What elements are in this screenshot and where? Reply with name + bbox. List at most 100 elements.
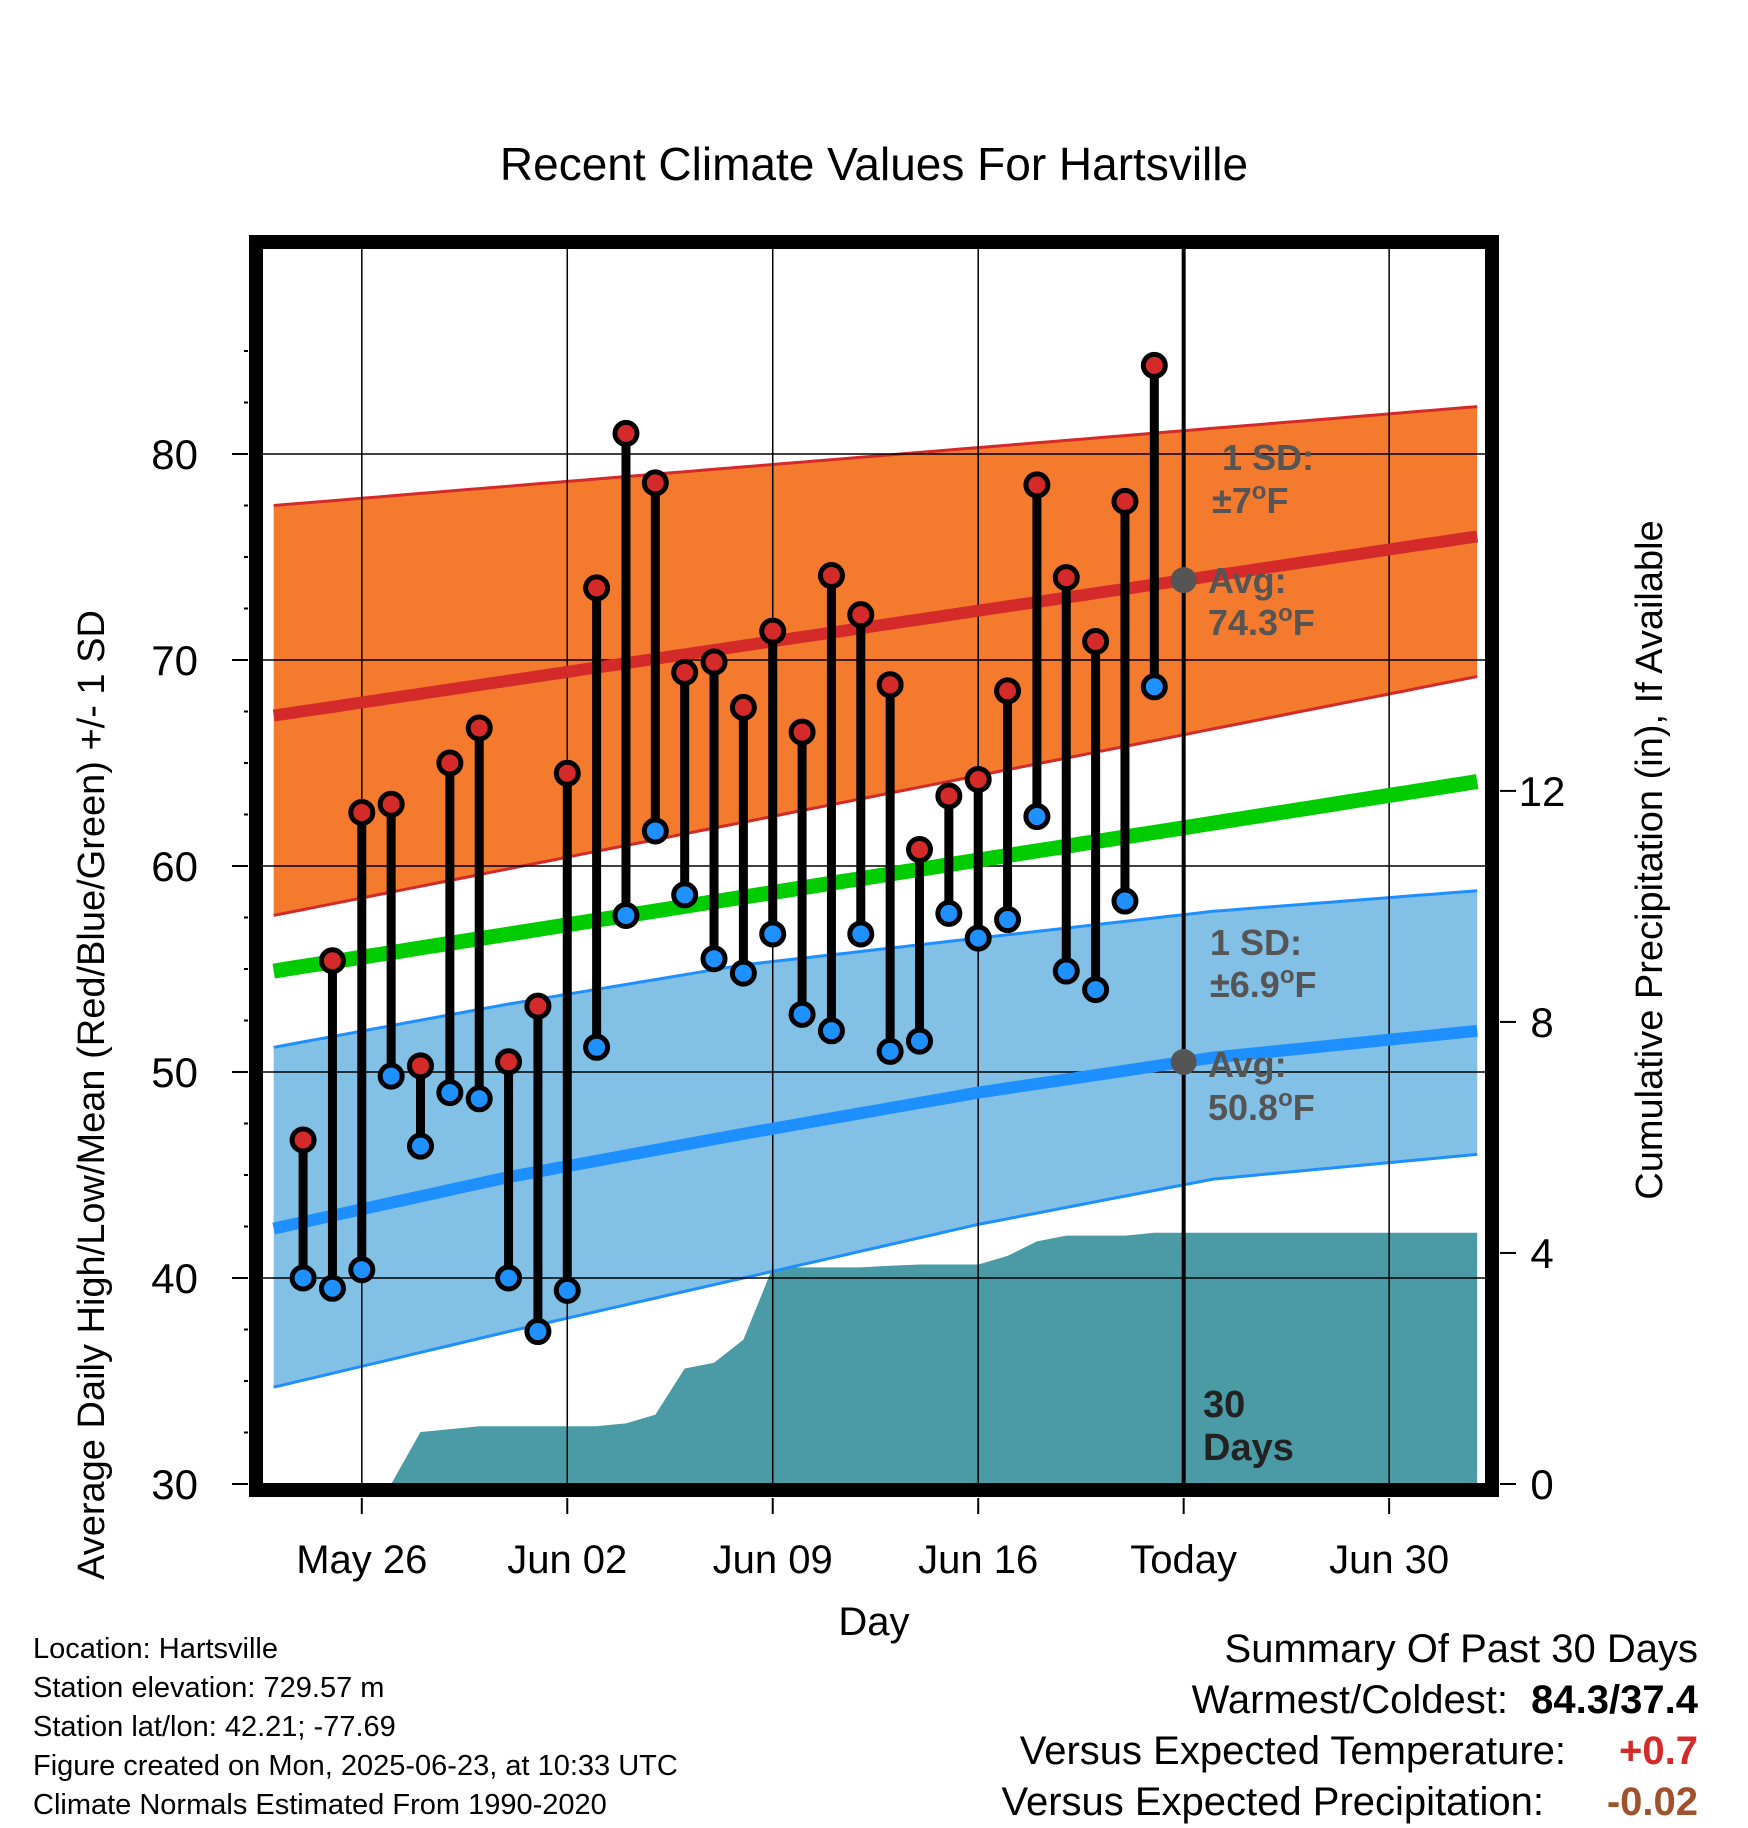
low-point — [553, 1276, 581, 1304]
precip-label: Versus Expected Precipitation: — [1001, 1780, 1544, 1824]
low-point — [729, 959, 757, 987]
low-point — [847, 920, 875, 948]
y-axis-label: Average Daily High/Low/Mean (Red/Blue/Gr… — [71, 610, 113, 1580]
low-point — [759, 920, 787, 948]
chart-title: Recent Climate Values For Hartsville — [500, 138, 1248, 190]
period-unit-label: Days — [1203, 1427, 1294, 1469]
high-point — [905, 836, 933, 864]
precip-value: -0.02 — [1606, 1780, 1698, 1824]
low-point — [700, 945, 728, 973]
low-avg-value: 50.8oF — [1208, 1085, 1315, 1128]
y-tick-label: 30 — [151, 1461, 198, 1508]
low-point — [876, 1037, 904, 1065]
high-avg-value: 74.3oF — [1208, 600, 1315, 643]
low-point — [964, 924, 992, 952]
high-point — [1082, 627, 1110, 655]
x-tick-label: Jun 16 — [918, 1538, 1038, 1582]
y2-axis-label: Cumulative Precipitation (in), If Availa… — [1629, 520, 1671, 1199]
y2-tick-label: 12 — [1519, 768, 1566, 815]
high-point — [1023, 471, 1051, 499]
normal-low-line — [272, 1024, 1478, 1235]
x-axis-label: Day — [838, 1600, 909, 1644]
low-point — [436, 1079, 464, 1107]
low-point — [935, 899, 963, 927]
high-point — [964, 765, 992, 793]
low-sd-band — [273, 890, 1478, 1388]
low-point — [1082, 976, 1110, 1004]
high-point — [876, 671, 904, 699]
high-point — [553, 759, 581, 787]
y-tick-label: 40 — [151, 1255, 198, 1302]
high-avg-label: Avg: — [1208, 560, 1287, 601]
high-point — [436, 749, 464, 777]
y2-tick-label: 0 — [1530, 1461, 1553, 1508]
high-point — [524, 992, 552, 1020]
x-tick-label: Today — [1130, 1538, 1237, 1582]
y-tick-label: 70 — [151, 637, 198, 684]
high-point — [788, 718, 816, 746]
created-text: Figure created on Mon, 2025-06-23, at 10… — [33, 1750, 678, 1782]
low-point — [671, 881, 699, 909]
low-sd-value: ±6.9oF — [1210, 962, 1316, 1005]
high-sd-band — [273, 406, 1478, 916]
high-point — [348, 798, 376, 826]
y-tick-label: 80 — [151, 431, 198, 478]
low-point — [1052, 957, 1080, 985]
low-sd-upper-line — [273, 889, 1478, 1049]
high-point — [1140, 351, 1168, 379]
high-point — [612, 419, 640, 447]
low-point — [465, 1085, 493, 1113]
station-info: Location: Hartsville Station elevation: … — [33, 1630, 678, 1825]
high-point — [935, 782, 963, 810]
low-point — [524, 1318, 552, 1346]
normals-text: Climate Normals Estimated From 1990-2020 — [33, 1789, 607, 1821]
high-point — [583, 574, 611, 602]
low-point — [1140, 673, 1168, 701]
low-point — [407, 1132, 435, 1160]
high-point — [700, 648, 728, 676]
normal-mean-line — [272, 774, 1479, 979]
summary-temp: Versus Expected Temperature: +0.7 — [1001, 1726, 1698, 1777]
normal-high-line — [272, 530, 1479, 722]
high-point — [377, 790, 405, 818]
low-point — [905, 1027, 933, 1055]
high-point — [465, 714, 493, 742]
low-point — [583, 1033, 611, 1061]
summary-precip: Versus Expected Precipitation: -0.02 — [1001, 1777, 1698, 1828]
warm-cold-value: 84.3/37.4 — [1531, 1678, 1698, 1722]
high-point — [847, 601, 875, 629]
temp-label: Versus Expected Temperature: — [1019, 1729, 1566, 1773]
summary-heading: Summary Of Past 30 Days — [1224, 1627, 1698, 1671]
x-tick-label: Jun 09 — [713, 1538, 833, 1582]
period-count-label: 30 — [1203, 1384, 1245, 1426]
high-point — [817, 562, 845, 590]
today-high-marker — [1170, 567, 1197, 594]
low-point — [994, 906, 1022, 934]
low-point — [289, 1264, 317, 1292]
x-tick-label: May 26 — [296, 1538, 427, 1582]
plot-frame — [249, 235, 1499, 1497]
low-avg-label: Avg: — [1208, 1044, 1287, 1085]
high-point — [318, 947, 346, 975]
high-point — [671, 658, 699, 686]
high-point — [289, 1126, 317, 1154]
low-point — [377, 1062, 405, 1090]
precip-area — [273, 1232, 1478, 1484]
plot-area: 30 40 50 60 70 80 0 4 8 12 May 26 Jun 02 Jun 09 Jun 1… — [151, 235, 1566, 1582]
low-point — [1111, 887, 1139, 915]
high-sd-value: ±7oF — [1212, 478, 1288, 521]
low-sd-lower-line — [273, 1152, 1478, 1389]
summary-panel: Summary Of Past 30 Days Warmest/Coldest:… — [1001, 1624, 1698, 1828]
low-point — [612, 901, 640, 929]
high-point — [641, 469, 669, 497]
location-text: Location: Hartsville — [33, 1633, 278, 1665]
y2-tick-label: 4 — [1530, 1230, 1553, 1277]
x-tick-label: Jun 02 — [507, 1538, 627, 1582]
high-sd-lower-line — [273, 675, 1478, 917]
low-point — [348, 1256, 376, 1284]
high-point — [495, 1048, 523, 1076]
y2-tick-label: 8 — [1530, 999, 1553, 1046]
low-point — [641, 817, 669, 845]
low-point — [788, 1000, 816, 1028]
